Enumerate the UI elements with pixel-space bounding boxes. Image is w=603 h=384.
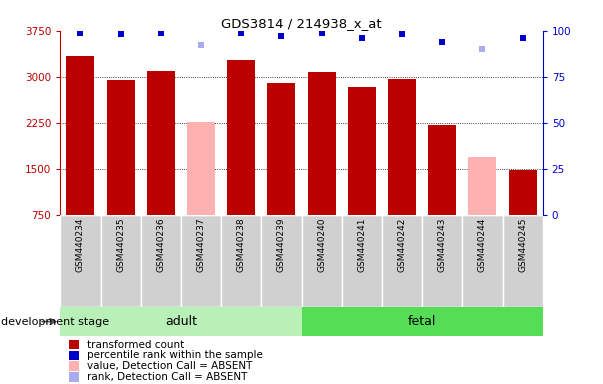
Bar <box>382 215 422 307</box>
Bar <box>60 215 101 307</box>
Text: rank, Detection Call = ABSENT: rank, Detection Call = ABSENT <box>87 372 248 382</box>
Bar <box>422 215 463 307</box>
Text: GSM440241: GSM440241 <box>358 218 366 272</box>
Bar <box>302 215 342 307</box>
Text: development stage: development stage <box>1 316 109 327</box>
Bar <box>267 83 295 215</box>
Bar <box>221 215 261 307</box>
Text: GSM440235: GSM440235 <box>116 218 125 272</box>
Bar <box>308 72 336 215</box>
Bar <box>302 307 543 336</box>
Text: percentile rank within the sample: percentile rank within the sample <box>87 350 264 361</box>
Bar <box>107 81 134 215</box>
Text: GSM440244: GSM440244 <box>478 218 487 272</box>
Bar <box>348 87 376 215</box>
Bar <box>342 215 382 307</box>
Text: GSM440243: GSM440243 <box>438 218 447 272</box>
Bar <box>227 60 255 215</box>
Text: GSM440240: GSM440240 <box>317 218 326 272</box>
Text: GSM440245: GSM440245 <box>518 218 527 272</box>
Bar <box>428 125 456 215</box>
Bar <box>502 215 543 307</box>
Text: GSM440239: GSM440239 <box>277 218 286 272</box>
Bar <box>469 157 496 215</box>
Bar <box>261 215 302 307</box>
Bar <box>187 122 215 215</box>
Bar <box>66 56 95 215</box>
Text: GSM440238: GSM440238 <box>237 218 245 272</box>
Bar <box>181 215 221 307</box>
Bar <box>463 215 502 307</box>
Text: transformed count: transformed count <box>87 339 185 350</box>
Title: GDS3814 / 214938_x_at: GDS3814 / 214938_x_at <box>221 17 382 30</box>
Text: GSM440234: GSM440234 <box>76 218 85 272</box>
Text: GSM440242: GSM440242 <box>397 218 406 272</box>
Text: value, Detection Call = ABSENT: value, Detection Call = ABSENT <box>87 361 253 371</box>
Bar <box>147 71 175 215</box>
Bar <box>140 215 181 307</box>
Bar <box>508 170 537 215</box>
Bar <box>60 307 302 336</box>
Text: fetal: fetal <box>408 315 437 328</box>
Text: GSM440236: GSM440236 <box>156 218 165 272</box>
Bar <box>388 79 416 215</box>
Text: adult: adult <box>165 315 197 328</box>
Bar <box>101 215 140 307</box>
Text: GSM440237: GSM440237 <box>197 218 206 272</box>
